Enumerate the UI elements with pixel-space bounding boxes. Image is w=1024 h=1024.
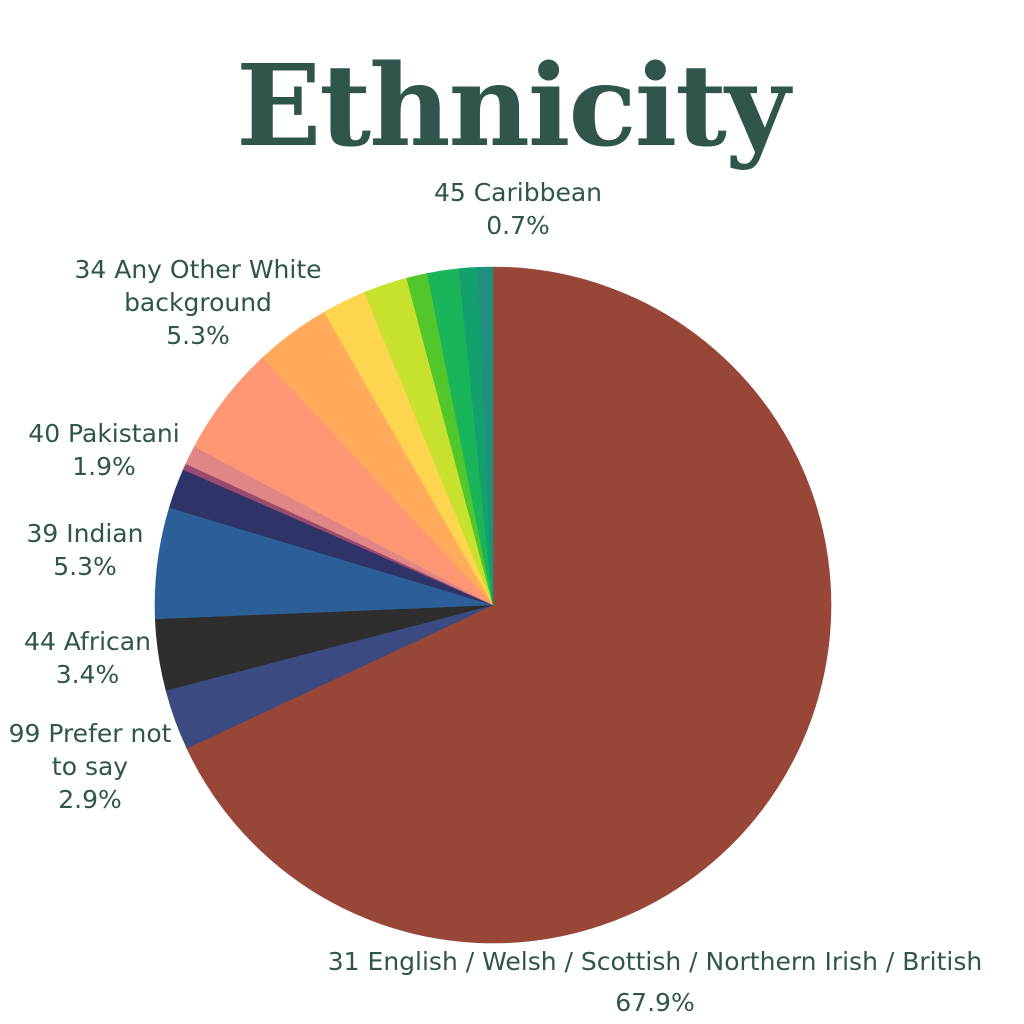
label-any-other-white: 34 Any Other White background 5.3% — [58, 253, 338, 352]
label-name: 31 English / Welsh / Scottish / Northern… — [327, 947, 983, 976]
pie-slice-0 — [186, 266, 832, 944]
label-percent: 67.9% — [615, 988, 695, 1017]
label-percent: 5.3% — [166, 321, 230, 350]
chart-title: Ethnicity — [235, 41, 790, 172]
label-african: 44 African 3.4% — [10, 625, 165, 691]
label-percent: 0.7% — [486, 211, 550, 240]
label-name: 44 African — [24, 627, 151, 656]
label-percent: 2.9% — [58, 785, 122, 814]
pie-slice-14 — [477, 266, 494, 606]
label-prefer-not-to-say: 99 Prefer not to say 2.9% — [0, 717, 180, 816]
label-percent: 1.9% — [72, 452, 136, 481]
label-indian: 39 Indian 5.3% — [10, 517, 160, 583]
label-english-welsh-scottish: 31 English / Welsh / Scottish / Northern… — [300, 945, 1010, 1019]
label-name: 39 Indian — [26, 519, 144, 548]
label-name: 99 Prefer not to say — [8, 719, 172, 781]
label-percent: 3.4% — [55, 660, 120, 689]
label-caribbean: 45 Caribbean 0.7% — [418, 176, 618, 242]
label-pakistani: 40 Pakistani 1.9% — [14, 417, 194, 483]
label-name: 34 Any Other White background — [74, 255, 322, 317]
label-name: 45 Caribbean — [433, 178, 603, 207]
label-name: 40 Pakistani — [28, 419, 180, 448]
label-percent: 5.3% — [53, 552, 117, 581]
